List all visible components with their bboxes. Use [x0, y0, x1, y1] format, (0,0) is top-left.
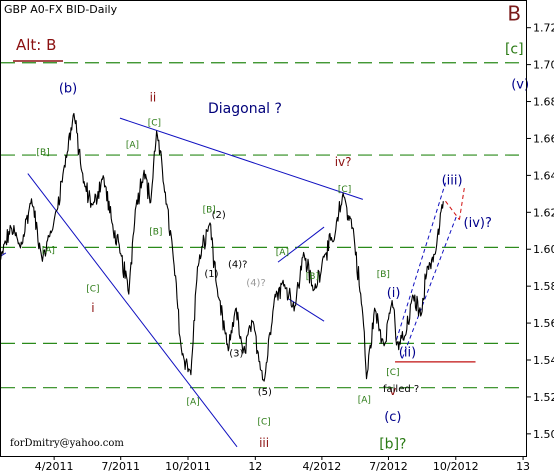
wave-label: (v) [511, 78, 529, 93]
trendline [277, 226, 325, 263]
y-tick-label: 1.56 [533, 317, 554, 330]
wave-label: (i) [387, 286, 401, 301]
wave-label: (1) [204, 269, 218, 280]
wave-label: iii [259, 436, 269, 450]
trendline [401, 213, 458, 359]
wave-label: [b]? [379, 437, 406, 453]
wave-label: (b) [59, 81, 77, 96]
trendline [396, 182, 447, 340]
wave-label: [A] [187, 397, 200, 407]
y-tick-label: 1.62 [533, 206, 554, 219]
wave-label: [A] [42, 246, 55, 256]
y-tick-label: 1.68 [533, 96, 554, 109]
wave-label: ii [150, 91, 157, 105]
wave-label: (5) [258, 387, 272, 398]
trendline [27, 173, 238, 448]
wave-label: (2) [212, 210, 226, 221]
wave-label: (ii) [399, 345, 416, 360]
wave-label: [A] [276, 248, 289, 258]
wave-label: v [389, 384, 396, 398]
x-tick-label: 4/2012 [303, 460, 342, 473]
x-tick-label: 10/2011 [165, 460, 211, 473]
x-tick-label: 7/2011 [101, 460, 140, 473]
y-tick-label: 1.54 [533, 354, 554, 367]
wave-label: (iii) [442, 174, 463, 189]
x-tick-label: 7/2012 [369, 460, 408, 473]
wave-label: (4)? [246, 278, 265, 289]
price-line [0, 112, 444, 382]
y-tick-label: 1.72 [533, 22, 554, 35]
failed-label: failed ? [383, 384, 419, 395]
wave-label: B [507, 1, 521, 25]
wave-label: (3) [229, 348, 243, 359]
trendlines [0, 117, 466, 448]
x-axis: 4/2011 7/2011 10/2011 12 4/2012 7/2012 10/2012… [35, 456, 530, 473]
trendline [119, 117, 364, 200]
trendline [458, 186, 466, 220]
y-tick-label: 1.58 [533, 280, 554, 293]
wave-label: [A] [126, 141, 139, 151]
x-tick-label: 4/2011 [35, 460, 74, 473]
email-label: forDmitry@yahoo.com [10, 438, 124, 449]
diagonal-label: Diagonal ? [208, 101, 282, 117]
wave-label: [c] [505, 42, 524, 58]
y-tick-label: 1.64 [533, 169, 554, 182]
wave-label: [C] [257, 418, 270, 428]
chart-title: GBP A0-FX BID-Daily [4, 3, 118, 16]
wave-label: (c) [384, 410, 401, 425]
wave-label: (4)? [228, 260, 247, 271]
y-tick-label: 1.66 [533, 132, 554, 145]
wave-label: [C] [86, 285, 99, 295]
price-series [0, 112, 444, 382]
x-tick-label: 13 [516, 460, 530, 473]
alt-label: Alt: B [16, 36, 56, 54]
wave-label: [B] [37, 148, 50, 158]
y-tick-label: 1.52 [533, 391, 554, 404]
y-tick-label: 1.50 [533, 428, 554, 441]
wave-label: [C] [148, 119, 161, 129]
wave-label: [B] [306, 272, 319, 282]
wave-label: [C] [338, 185, 351, 195]
wave-label: [A] [358, 395, 371, 405]
x-tick-label: 10/2012 [433, 460, 479, 473]
y-tick-label: 1.70 [533, 59, 554, 72]
dashed-level-lines [1, 62, 525, 389]
wave-label: [B] [149, 227, 162, 237]
trendline [445, 200, 460, 220]
alt-label-group: Alt: B [13, 36, 63, 62]
wave-label: [C] [386, 368, 399, 378]
wave-label: [B] [203, 205, 216, 215]
x-tick-label: 12 [248, 460, 262, 473]
wave-label: [B] [377, 270, 390, 280]
wave-label: iv? [335, 155, 352, 169]
trendline [288, 298, 325, 322]
wave-label: (iv)? [464, 216, 492, 231]
alt-label-text: Alt: B [16, 36, 56, 54]
y-tick-label: 1.60 [533, 243, 554, 256]
wave-label: i [91, 301, 94, 315]
y-axis: 1.72 1.70 1.68 1.66 1.64 1.62 1.60 1.58 1.56 1.54… [526, 22, 554, 441]
plot-frame [0, 0, 527, 457]
wave-labels: (b)ii[B][A][C][A][B][C]i[B](2)(1)(4)?(4)… [37, 1, 530, 452]
